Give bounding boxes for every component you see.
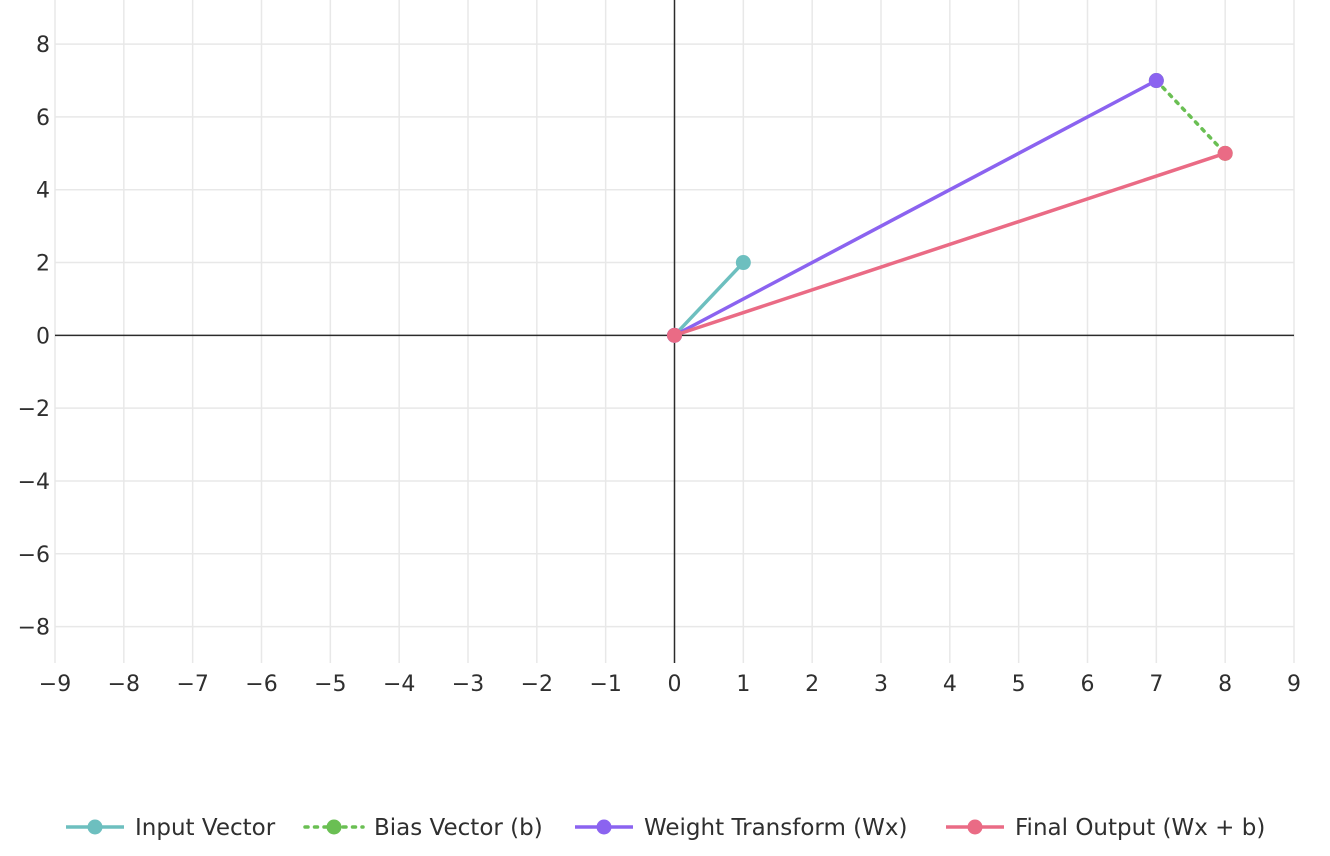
y-tick-label: 2 xyxy=(36,252,50,277)
legend: Input Vector Bias Vector (b) Weight Transf… xyxy=(66,815,1265,841)
legend-swatch-marker xyxy=(596,819,612,835)
y-tick-label: −6 xyxy=(18,543,50,568)
x-tick-label: −6 xyxy=(245,672,277,697)
series-layer xyxy=(667,73,1233,343)
x-grid xyxy=(54,0,1295,663)
x-tick-label: −5 xyxy=(314,672,346,697)
x-tick-label: −1 xyxy=(589,672,621,697)
x-tick-label: −7 xyxy=(176,672,208,697)
x-tick-label: 5 xyxy=(1012,672,1026,697)
legend-label: Weight Transform (Wx) xyxy=(644,815,907,841)
legend-item[interactable]: Weight Transform (Wx) xyxy=(575,815,907,841)
series-line xyxy=(673,261,745,337)
series-line xyxy=(673,78,1158,337)
x-axis-tick-labels: −9 −8 −7 −6 −5 −4 −3 −2 −1 0 1 2 3 4 5 6 7 8 9 xyxy=(39,672,1301,697)
y-tick-label: −4 xyxy=(18,470,50,495)
x-tick-label: 2 xyxy=(805,672,819,697)
legend-swatch-marker xyxy=(87,819,103,835)
legend-item[interactable]: Final Output (Wx + b) xyxy=(946,815,1265,841)
series-line xyxy=(673,151,1226,338)
series-line xyxy=(1154,78,1227,156)
y-tick-label: 8 xyxy=(36,33,50,58)
series-weight-transform-wx xyxy=(667,73,1164,343)
y-axis-tick-labels: −8 −6 −4 −2 0 2 4 6 8 xyxy=(18,33,50,640)
x-tick-label: 6 xyxy=(1081,672,1095,697)
x-tick-label: 9 xyxy=(1287,672,1301,697)
legend-label: Input Vector xyxy=(135,815,276,841)
legend-label: Final Output (Wx + b) xyxy=(1015,815,1265,841)
legend-item[interactable]: Input Vector xyxy=(66,815,276,841)
legend-label: Bias Vector (b) xyxy=(374,815,543,841)
legend-swatch-marker xyxy=(967,819,983,835)
series-point xyxy=(735,255,751,271)
series-point xyxy=(667,327,682,343)
legend-swatch-marker xyxy=(326,819,342,835)
x-tick-label: 0 xyxy=(668,672,682,697)
x-tick-label: 1 xyxy=(736,672,750,697)
x-tick-label: 8 xyxy=(1218,672,1232,697)
y-tick-label: 4 xyxy=(36,179,50,204)
x-tick-label: −9 xyxy=(39,672,71,697)
x-tick-label: 7 xyxy=(1149,672,1163,697)
x-tick-label: −4 xyxy=(383,672,415,697)
y-tick-label: 0 xyxy=(36,324,50,349)
x-tick-label: −2 xyxy=(521,672,553,697)
x-tick-label: −8 xyxy=(108,672,140,697)
legend-item[interactable]: Bias Vector (b) xyxy=(303,815,543,841)
y-tick-label: −2 xyxy=(18,397,50,422)
series-input-vector xyxy=(667,255,751,343)
y-tick-label: 6 xyxy=(36,106,50,131)
y-tick-label: −8 xyxy=(18,616,50,641)
x-tick-label: 3 xyxy=(874,672,888,697)
x-tick-label: −3 xyxy=(452,672,484,697)
series-point xyxy=(1148,73,1164,89)
series-point xyxy=(1217,145,1233,161)
x-tick-label: 4 xyxy=(943,672,957,697)
series-final-output-wx-b xyxy=(667,145,1233,343)
